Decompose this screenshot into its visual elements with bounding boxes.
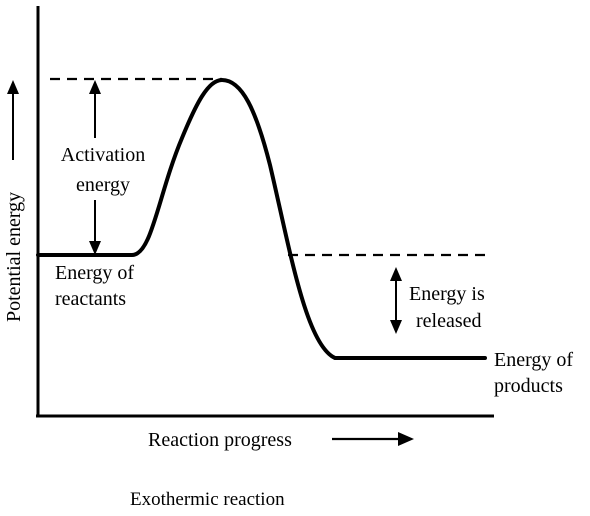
energy-released-arrow-icon (390, 267, 402, 334)
y-axis-label: Potential energy (3, 192, 25, 322)
reactants-label-line2: reactants (55, 288, 126, 310)
products-label-line2: products (494, 375, 563, 397)
x-axis-label: Reaction progress (148, 429, 292, 451)
caption: Exothermic reaction (130, 489, 285, 510)
activation-label-line1: Activation (61, 144, 145, 166)
activation-label-line2: energy (76, 174, 130, 196)
released-label-line1: Energy is (409, 283, 485, 305)
reactants-label-line1: Energy of (55, 262, 134, 284)
activation-up-arrow-icon (89, 80, 101, 138)
x-axis-arrow-icon (332, 432, 414, 446)
y-axis-arrow-icon (7, 80, 19, 160)
activation-down-arrow-icon (89, 200, 101, 255)
released-label-line2: released (416, 310, 482, 332)
products-label-line1: Energy of (494, 349, 573, 371)
energy-curve (36, 78, 487, 360)
